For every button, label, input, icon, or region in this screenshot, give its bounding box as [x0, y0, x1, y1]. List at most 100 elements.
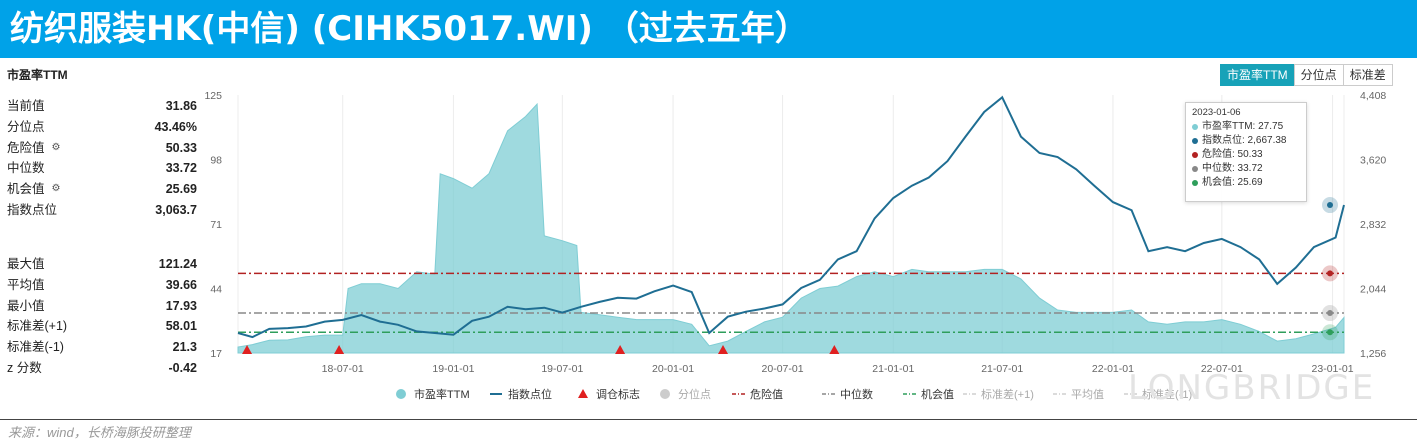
- tooltip-date: 2023-01-06: [1192, 107, 1241, 118]
- rebalance-marker: [334, 345, 345, 354]
- stat-row: 标准差(+1) 58.01: [7, 316, 197, 337]
- tooltip-row: 中位数: 33.72: [1192, 162, 1300, 176]
- x-tick-label: 20-01-01: [652, 363, 694, 375]
- stat-label-text: 指数点位: [7, 202, 58, 217]
- stat-row: 平均值 39.66: [7, 275, 197, 296]
- x-tick-label: 19-07-01: [541, 363, 583, 375]
- legend-label: 指数点位: [508, 387, 552, 401]
- stat-value: -0.42: [168, 360, 198, 375]
- stat-row: 最大值 121.24: [7, 254, 197, 275]
- source-note: 来源：wind，长桥海豚投研整理: [8, 425, 191, 440]
- stat-label-text: 中位数: [7, 161, 45, 176]
- stat-label-text: 标准差(+1): [7, 319, 68, 334]
- chart-tooltip: 2023-01-06 市盈率TTM: 27.75 指数点位: 2,667.38 危险…: [1185, 102, 1307, 202]
- stat-label: 分位点: [7, 117, 45, 138]
- stat-value: 31.86: [165, 99, 197, 113]
- stat-row: z 分数 -0.42: [7, 358, 197, 379]
- tooltip-row-text: 机会值: 25.69: [1202, 177, 1263, 188]
- legend-label: 调仓标志: [596, 387, 640, 401]
- y-right-tick-label: 2,044: [1360, 284, 1386, 296]
- x-tick-label: 20-07-01: [762, 363, 804, 375]
- stat-row: 危险值 ⚙ 50.33: [7, 138, 197, 159]
- stat-value: 39.66: [165, 277, 197, 292]
- gear-icon[interactable]: ⚙: [51, 141, 61, 153]
- stat-value: 3,063.7: [155, 202, 197, 217]
- series-dot-icon: [1192, 124, 1198, 130]
- tooltip-row-text: 危险值: 50.33: [1202, 149, 1263, 160]
- index-line: [237, 95, 1345, 339]
- y-left-tick-label: 44: [210, 284, 222, 296]
- rebalance-marker: [615, 345, 626, 354]
- rebalance-marker: [242, 345, 253, 354]
- stat-label-text: 机会值: [7, 182, 45, 197]
- stats-bottom-block: 最大值 121.24 平均值 39.66 最小值 17.93 标准差(+1) 58.01 标准差…: [7, 254, 197, 379]
- stat-label-text: 最小值: [7, 298, 45, 313]
- stat-value: 17.93: [165, 298, 197, 313]
- legend-label: 标准差(-1): [1142, 387, 1192, 401]
- tooltip-row: 市盈率TTM: 27.75: [1192, 120, 1300, 134]
- legend-swatch: [578, 389, 588, 398]
- end-value-point: [1327, 310, 1333, 317]
- rebalance-marker: [718, 345, 729, 354]
- footer-divider: [0, 419, 1417, 420]
- legend-swatch: [396, 389, 406, 399]
- stat-label: 当前值: [7, 96, 45, 117]
- rebalance-marker: [829, 345, 840, 354]
- stat-label: 平均值: [7, 275, 45, 296]
- stat-label: 标准差(-1): [7, 337, 64, 358]
- stat-label-text: 分位点: [7, 119, 45, 134]
- stat-label: 指数点位: [7, 200, 57, 221]
- x-tick-label: 18-07-01: [322, 363, 364, 375]
- series-dot-icon: [1192, 138, 1198, 144]
- watermark: LONGBRIDGE: [1128, 368, 1376, 408]
- end-value-point: [1327, 202, 1333, 209]
- stat-row: 分位点 43.46%: [7, 117, 197, 138]
- tab-std[interactable]: 标准差: [1342, 64, 1393, 86]
- x-tick-label: 21-07-01: [981, 363, 1023, 375]
- gear-icon[interactable]: ⚙: [51, 183, 61, 195]
- stat-label-text: 平均值: [7, 277, 45, 292]
- stat-row: 标准差(-1) 21.3: [7, 337, 197, 358]
- stat-value: 21.3: [172, 340, 197, 355]
- stat-label: 标准差(+1): [7, 316, 67, 337]
- x-tick-label: 19-01-01: [432, 363, 474, 375]
- stat-value: 25.69: [165, 182, 197, 197]
- tooltip-row-text: 指数点位: 2,667.38: [1202, 135, 1287, 146]
- legend-label: 分位点: [678, 387, 711, 401]
- stat-row: 中位数 33.72: [7, 158, 197, 179]
- tooltip-row-text: 市盈率TTM: 27.75: [1202, 121, 1284, 132]
- tab-percentile[interactable]: 分位点: [1293, 64, 1344, 86]
- stat-value: 121.24: [158, 257, 197, 271]
- stat-row: 指数点位 3,063.7: [7, 200, 197, 221]
- series-dot-icon: [1192, 180, 1198, 186]
- legend-label: 危险值: [750, 387, 783, 401]
- x-tick-label: 23-01-01: [1312, 363, 1354, 375]
- legend-swatch: [660, 389, 670, 399]
- y-left-tick-label: 125: [204, 90, 222, 102]
- x-tick-label: 21-01-01: [872, 363, 914, 375]
- stat-label: 最小值: [7, 296, 45, 317]
- stat-label: z 分数: [7, 358, 42, 379]
- stat-label: 中位数: [7, 158, 45, 179]
- stat-label-text: 标准差(-1): [7, 340, 64, 355]
- y-left-tick-label: 71: [210, 219, 222, 231]
- pe-ttm-area: [237, 102, 1345, 354]
- title-banner: 纺织服装HK(中信) (CIHK5017.WI) （过去五年）: [0, 0, 1417, 58]
- stat-label-text: 最大值: [7, 257, 45, 271]
- legend-label: 机会值: [921, 387, 954, 401]
- end-value-point: [1327, 270, 1333, 277]
- stat-value: 58.01: [165, 319, 197, 334]
- stat-label: 最大值: [7, 254, 45, 275]
- y-left-tick-label: 17: [210, 348, 222, 360]
- series-dot-icon: [1192, 152, 1198, 158]
- stat-value: 43.46%: [154, 119, 197, 134]
- y-right-tick-label: 1,256: [1360, 348, 1386, 360]
- page-title: 纺织服装HK(中信) (CIHK5017.WI) （过去五年）: [10, 9, 809, 49]
- legend-label: 市盈率TTM: [414, 387, 470, 401]
- stat-row: 最小值 17.93: [7, 296, 197, 317]
- tooltip-row: 指数点位: 2,667.38: [1192, 134, 1300, 148]
- stat-label-text: z 分数: [7, 360, 42, 375]
- stat-label: 机会值 ⚙: [7, 179, 60, 200]
- metric-tabs: 市盈率TTM 分位点 标准差: [1220, 64, 1393, 86]
- x-tick-label: 22-07-01: [1201, 363, 1243, 375]
